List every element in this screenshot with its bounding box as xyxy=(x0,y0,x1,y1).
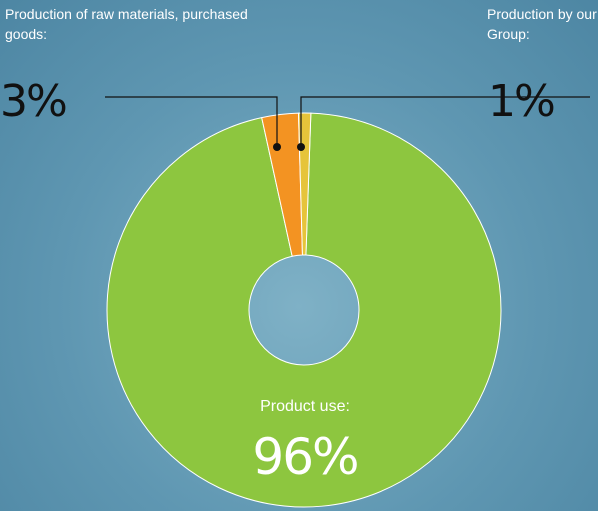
value-label: 96% xyxy=(200,432,410,482)
category-label: Product use: xyxy=(200,397,410,417)
leader-dot xyxy=(297,143,305,151)
category-label: Production by our Group: xyxy=(487,4,597,44)
value-label: 3% xyxy=(0,80,66,124)
chart: Product use: 96% Production of raw materia… xyxy=(0,0,598,511)
leader-dot xyxy=(273,143,281,151)
category-label: Production of raw materials, purchased g… xyxy=(5,4,255,44)
value-label: 1% xyxy=(488,80,554,124)
